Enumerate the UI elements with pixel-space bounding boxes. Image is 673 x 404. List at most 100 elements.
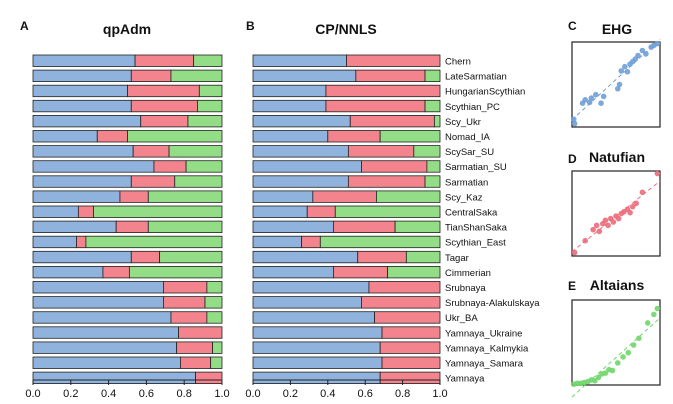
bar-segment (153, 160, 187, 173)
scatter-point (620, 354, 626, 360)
bar-segment (252, 281, 370, 294)
bar-segment (32, 356, 181, 369)
bar-segment (252, 115, 351, 128)
bar-segment (361, 160, 428, 173)
bar-segment (252, 69, 357, 82)
x-tick-label: 1.0 (432, 388, 447, 400)
bar-segment (187, 115, 223, 128)
bar-segment (32, 190, 121, 203)
panel-d-title: Natufian (589, 149, 645, 165)
row-label: Scythian_East (445, 238, 506, 249)
row-label: Srubnaya-Alakulskaya (445, 298, 540, 309)
bar-segment (178, 326, 223, 339)
bar-segment (163, 281, 208, 294)
bar-segment (252, 326, 383, 339)
bar-segment (147, 220, 223, 234)
bar-segment (193, 54, 223, 67)
row-label: Yamnaya_Samara (445, 359, 524, 370)
bar-segment (32, 220, 117, 234)
bar-segment (252, 54, 347, 67)
bar-segment (327, 130, 381, 143)
scatter-point (592, 91, 599, 98)
bar-segment (306, 205, 336, 218)
row-label: TianShanSaka (445, 223, 508, 234)
bar-segment (77, 205, 94, 218)
scatter-point (654, 305, 661, 312)
row-label: Sarmatian_SU (445, 162, 507, 173)
bar-segment (252, 205, 308, 218)
scatter-point (571, 249, 578, 256)
bar-segment (381, 326, 441, 339)
panel-a-label: A (20, 19, 29, 33)
bar-segment (346, 54, 441, 67)
x-tick-label: 0.0 (25, 388, 40, 400)
row-label: ScySar_SU (445, 147, 494, 158)
row-label: Cimmerian (445, 268, 491, 279)
scatter-point (614, 85, 621, 92)
bar-segment (252, 220, 334, 234)
bar-segment (159, 250, 223, 264)
x-tick-label: 0.2 (63, 388, 78, 400)
row-label: Yamnaya_Ukraine (445, 328, 522, 339)
bar-segment (252, 84, 327, 98)
scatter-point (586, 99, 593, 106)
row-label: HungarianScythian (445, 87, 525, 98)
bar-segment (394, 220, 441, 234)
x-tick-label: 1.0 (214, 388, 229, 400)
scatter-point (644, 320, 651, 326)
bar-segment (252, 371, 381, 385)
bar-segment (381, 356, 441, 369)
panel-a-bars (32, 54, 223, 385)
x-tick-label: 0.2 (283, 388, 298, 400)
scatter-point (598, 100, 604, 106)
row-label: Yamnaya (445, 374, 485, 385)
panel-e-title: Altaians (590, 277, 645, 293)
scatter-point (624, 68, 631, 75)
bar-segment (252, 190, 314, 203)
x-tick-label: 0.4 (101, 388, 116, 400)
bar-segment (132, 145, 170, 158)
bar-segment (252, 130, 329, 143)
scatter-point (571, 120, 578, 127)
row-label: Sarmatian (445, 177, 488, 188)
scatter-point (651, 311, 657, 318)
panel-b-x-axis: 0.0 0.2 0.4 0.6 0.8 1.0 (245, 379, 448, 400)
row-label: Srubnaya (445, 283, 486, 294)
row-label: Yamnaya_Kalmykia (445, 343, 529, 354)
bar-segment (204, 296, 223, 309)
bar-segment (333, 220, 396, 234)
bar-segment (252, 235, 303, 249)
bar-segment (387, 265, 441, 279)
scatter-point (654, 40, 661, 47)
panel-c-label: C (568, 19, 577, 33)
bar-segment (376, 190, 441, 203)
row-label: Chern (445, 57, 471, 68)
row-labels: Chern LateSarmatian HungarianScythian Scyth… (445, 57, 540, 385)
bar-segment (424, 99, 441, 113)
scatter-point (633, 200, 640, 207)
x-tick-label: 0.4 (320, 388, 335, 400)
bar-segment (349, 115, 435, 128)
bar-segment (174, 175, 223, 188)
x-tick-label: 0.0 (245, 388, 260, 400)
panel-b-title: CP/NNLS (315, 21, 376, 37)
bar-segment (252, 341, 381, 354)
bar-segment (32, 99, 132, 113)
bar-segment (325, 84, 441, 98)
bar-segment (130, 250, 161, 264)
scatter-point (590, 226, 596, 233)
scatter-frame (571, 299, 661, 386)
bar-segment (176, 341, 213, 354)
bar-segment (180, 356, 212, 369)
x-tick-label: 0.8 (177, 388, 192, 400)
scatter-point (615, 215, 622, 222)
bar-segment (413, 145, 441, 158)
bar-segment (32, 371, 196, 385)
bar-segment (32, 115, 142, 128)
bar-segment (195, 371, 223, 385)
bar-segment (433, 115, 441, 128)
bar-segment (32, 250, 132, 264)
scatter-point (616, 81, 623, 88)
scatter-point (635, 52, 641, 59)
bar-segment (32, 160, 155, 173)
